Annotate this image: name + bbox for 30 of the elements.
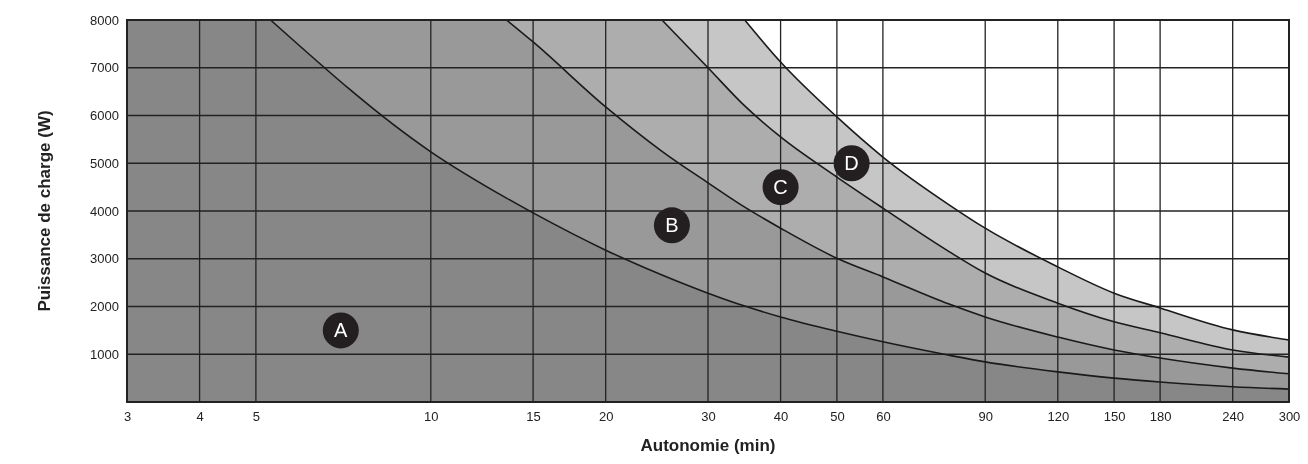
x-tick-label: 180: [1149, 409, 1172, 425]
annotation: D: [844, 152, 859, 175]
y-tick-label: 2000: [90, 299, 119, 315]
x-tick-label: 60: [876, 409, 891, 425]
x-tick-label: 50: [830, 409, 845, 425]
annotation: B: [665, 214, 679, 237]
y-tick-label: 8000: [90, 12, 119, 28]
x-tick-label: 300: [1278, 409, 1301, 425]
y-tick-label: 7000: [90, 60, 119, 76]
x-tick-label: 30: [701, 409, 716, 425]
x-tick-label: 150: [1103, 409, 1126, 425]
y-tick-label: 6000: [90, 108, 119, 124]
x-tick-label: 20: [598, 409, 614, 425]
annotation: A: [334, 319, 349, 342]
x-tick-label: 40: [773, 409, 789, 425]
x-tick-label: 10: [424, 409, 439, 425]
x-tick-label: 120: [1047, 409, 1070, 425]
y-tick-label: 1000: [90, 346, 119, 362]
x-tick-label: 240: [1222, 409, 1245, 425]
x-axis-title: Autonomie (min): [640, 436, 776, 455]
x-tick-label: 5: [252, 409, 261, 425]
x-tick-label: 4: [196, 409, 204, 425]
y-tick-label: 3000: [90, 251, 119, 267]
x-tick-label: 3: [123, 409, 132, 425]
y-tick-label: 4000: [90, 203, 119, 219]
y-tick-label: 5000: [90, 155, 119, 171]
y-axis-title: Puissance de charge (W): [35, 110, 54, 312]
x-tick-label: 15: [526, 409, 541, 425]
annotation: C: [773, 176, 788, 199]
x-tick-label: 90: [978, 409, 993, 425]
